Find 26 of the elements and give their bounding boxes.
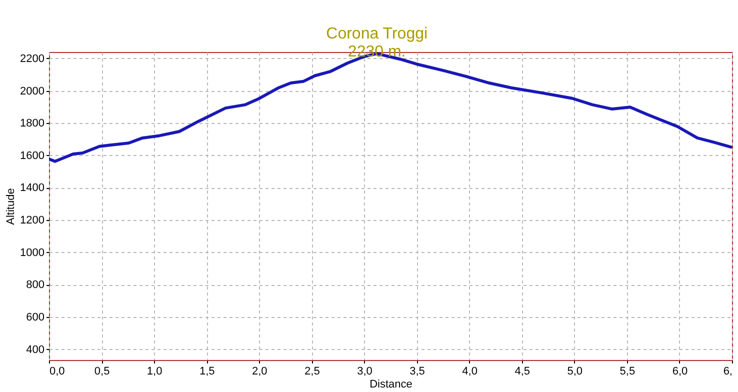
x-tick-label: 1,5 [199,366,215,378]
y-tick-label: 2200 [20,52,44,65]
y-tick-label: 1800 [20,118,44,130]
y-tick-label: 1200 [20,214,44,227]
x-tick-label: 5,5 [620,366,636,378]
x-tick-label: 6, [723,366,732,378]
y-tick-label: 2000 [20,85,44,98]
y-tick-label: 400 [26,344,44,356]
y-tick-label: 1400 [20,182,44,194]
y-axis-title: Altitude [5,188,18,225]
x-tick-label: 0,5 [94,366,110,378]
x-tick-label: 0,0 [50,366,65,378]
x-tick-label: 4,0 [462,366,478,378]
x-tick-label: 3,0 [357,366,372,378]
x-tick-label: 2,5 [304,366,320,378]
x-tick-label: 3,5 [410,366,425,378]
y-tick-label: 1600 [20,150,44,162]
y-tick-label: 1000 [20,246,44,259]
x-tick-label: 4,5 [514,366,530,378]
x-axis-title: Distance [370,378,412,390]
x-tick-label: 1,0 [146,366,162,378]
y-tick-label: 800 [26,279,44,292]
y-tick-label: 600 [26,312,44,324]
x-tick-label: 6,0 [672,366,688,378]
x-tick-label: 5,0 [567,366,583,378]
x-tick-label: 2,0 [252,366,268,378]
